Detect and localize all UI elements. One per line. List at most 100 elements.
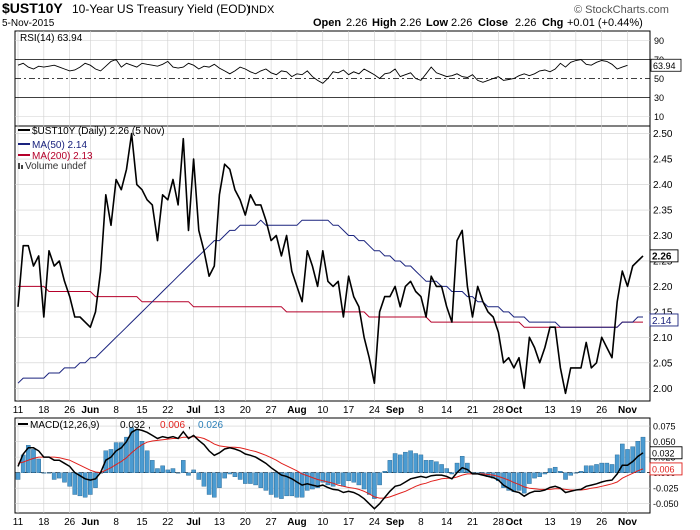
x-tick-label: 11 bbox=[13, 517, 24, 528]
macd-histogram-bar bbox=[423, 460, 429, 473]
stockcharts-watermark: © StockCharts.com bbox=[574, 4, 669, 16]
symbol-label: $UST10Y bbox=[2, 0, 63, 16]
macd-current-tag-box bbox=[649, 446, 683, 460]
rsi-line bbox=[17, 58, 628, 84]
macd-histogram-bar bbox=[604, 462, 610, 473]
x-tick-label: 13 bbox=[544, 517, 556, 528]
legend-swatch-macd bbox=[18, 423, 28, 425]
price-tick-label: 2.30 bbox=[653, 231, 673, 242]
macd-histogram-bar bbox=[279, 472, 284, 499]
price-tick-label: 2.45 bbox=[653, 155, 673, 166]
rsi-current-label: 63.94 bbox=[653, 61, 676, 71]
macd-histogram-bar bbox=[392, 453, 398, 473]
x-tick-label: 28 bbox=[493, 517, 505, 528]
macd-histogram-bar bbox=[201, 472, 207, 487]
label-layer: 103050709063.942.002.052.102.152.202.252… bbox=[13, 36, 683, 528]
legend-swatch-price bbox=[18, 129, 30, 131]
macd-histogram-bar bbox=[62, 472, 67, 483]
x-tick-label: 26 bbox=[64, 405, 76, 416]
legend-price: $UST10Y (Daily) 2.26 (5 Nov) bbox=[32, 126, 165, 137]
legend-ma200: MA(200) 2.13 bbox=[32, 151, 93, 162]
x-tick-label: 13 bbox=[214, 405, 226, 416]
macd-histogram-bar bbox=[521, 472, 527, 494]
legend-ma50: MA(50) 2.14 bbox=[32, 140, 87, 151]
x-tick-label: Jul bbox=[186, 405, 201, 416]
x-tick-label: Aug bbox=[287, 517, 306, 528]
price-tick-label: 2.40 bbox=[653, 180, 673, 191]
macd-histogram-bar bbox=[36, 458, 41, 473]
price-current-tag-label: 2.26 bbox=[652, 252, 672, 263]
signal-current-tag-box bbox=[649, 462, 683, 476]
price-tick-label: 2.50 bbox=[653, 129, 673, 140]
macd-histogram-bar bbox=[258, 472, 264, 488]
macd-histogram-bar bbox=[124, 436, 129, 473]
macd-histogram-bar bbox=[403, 451, 408, 473]
x-tick-label: 26 bbox=[596, 517, 608, 528]
price-tick-label: 2.35 bbox=[653, 206, 673, 217]
macd-histogram-bar bbox=[465, 462, 470, 473]
x-tick-label: 8 bbox=[418, 405, 424, 416]
ma50-line bbox=[17, 219, 643, 384]
low-label: Low bbox=[426, 17, 448, 29]
macd-histogram-bar bbox=[139, 441, 145, 473]
macd-histogram-bar bbox=[119, 442, 124, 473]
x-tick-label: 22 bbox=[162, 405, 174, 416]
macd-histogram-bar bbox=[397, 454, 403, 473]
macd-histogram-bar bbox=[273, 472, 279, 498]
macd-histogram-bar bbox=[532, 472, 537, 479]
macd-histogram-bar bbox=[129, 427, 134, 473]
x-tick-label: 19 bbox=[570, 405, 582, 416]
legend-volume: Volume undef bbox=[25, 161, 86, 172]
high-value: 2.26 bbox=[400, 17, 421, 29]
close-value: 2.26 bbox=[515, 17, 536, 29]
chg-value: +0.01 (+0.44%) bbox=[567, 17, 643, 29]
macd-histogram-bar bbox=[175, 472, 181, 474]
date-label: 5-Nov-2015 bbox=[2, 18, 55, 29]
macd-tick-label: -0.025 bbox=[653, 484, 679, 494]
x-tick-label: Nov bbox=[618, 517, 637, 528]
x-tick-label: Aug bbox=[287, 405, 306, 416]
macd-histogram-bar bbox=[212, 472, 217, 498]
macd-line bbox=[17, 428, 644, 510]
macd-tick-label: 0.050 bbox=[653, 437, 676, 447]
macd-histogram-bar bbox=[263, 472, 269, 491]
macd-histogram-bar bbox=[434, 461, 439, 473]
rsi-title: RSI(14) 63.94 bbox=[20, 33, 83, 44]
macd-histogram-bar bbox=[351, 472, 357, 483]
legend-swatch-ma50 bbox=[18, 143, 30, 145]
x-tick-label: Nov bbox=[618, 405, 637, 416]
x-tick-label: Sep bbox=[386, 405, 404, 416]
macd-histogram-bar bbox=[366, 472, 372, 495]
x-tick-label: 22 bbox=[162, 517, 174, 528]
macd-histogram-bar bbox=[439, 464, 444, 473]
macd-legend: MACD(12,26,9) 0.032 , 0.006 , 0.026 bbox=[18, 420, 223, 431]
macd-histogram-bar bbox=[361, 472, 367, 490]
x-tick-label: Jul bbox=[186, 517, 201, 528]
macd-histogram-bar bbox=[542, 472, 548, 475]
x-tick-label: 26 bbox=[596, 405, 608, 416]
symbol-description: 10-Year US Treasury Yield (EOD) bbox=[72, 2, 250, 16]
grid-layer bbox=[15, 31, 650, 513]
macd-histogram-bar bbox=[330, 472, 336, 487]
macd-histogram-bar bbox=[382, 471, 388, 473]
signal-current-tag-label: 0.006 bbox=[652, 464, 675, 474]
x-tick-label: 21 bbox=[467, 517, 479, 528]
rsi-tick-label: 50 bbox=[654, 74, 664, 84]
macd-histogram-bar bbox=[57, 472, 62, 479]
x-tick-label: 8 bbox=[113, 405, 119, 416]
price-tick-label: 2.00 bbox=[653, 384, 673, 395]
macd-histogram-bar bbox=[72, 472, 78, 495]
macd-tick-label: -0.050 bbox=[653, 499, 679, 509]
macd-histogram-bar bbox=[206, 472, 212, 495]
macd-histogram-bar bbox=[134, 430, 140, 473]
macd-histogram-bar bbox=[599, 462, 604, 473]
macd-histogram-bar bbox=[186, 472, 191, 476]
macd-histogram-bar bbox=[516, 472, 522, 491]
macd-histogram-bar bbox=[552, 466, 558, 473]
rsi-current-tag bbox=[650, 58, 682, 72]
macd-histogram-bar bbox=[165, 469, 171, 473]
macd-histogram-bar bbox=[51, 472, 57, 480]
macd-histogram-bar bbox=[310, 472, 315, 490]
macd-sep-1: , bbox=[148, 420, 151, 431]
